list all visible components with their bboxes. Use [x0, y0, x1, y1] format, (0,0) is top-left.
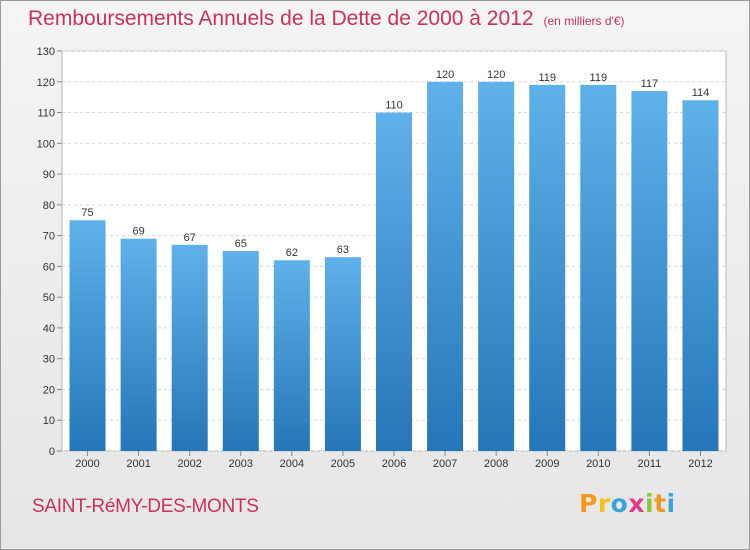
- logo-letter: o: [610, 489, 629, 518]
- x-tick-label: 2011: [638, 458, 662, 470]
- y-tick-label: 10: [43, 415, 55, 427]
- y-tick-label: 70: [43, 231, 55, 243]
- y-tick-label: 50: [43, 292, 55, 304]
- data-label-2010: 119: [590, 72, 608, 84]
- x-tick-label: 2000: [75, 458, 99, 470]
- bar-2008: [478, 81, 515, 452]
- y-tick-label: 0: [49, 446, 55, 458]
- bar-2005: [324, 257, 361, 451]
- data-label-2006: 110: [385, 100, 403, 112]
- y-tick-label: 90: [43, 169, 55, 181]
- data-label-2011: 117: [641, 78, 659, 90]
- y-tick-label: 80: [43, 200, 55, 212]
- x-tick-label: 2009: [535, 458, 559, 470]
- logo-letter: x: [628, 489, 645, 518]
- chart-unit: (en milliers d'€): [543, 14, 625, 28]
- bar-2011: [631, 91, 668, 451]
- data-label-2004: 62: [286, 247, 298, 259]
- logo-letter: P: [579, 489, 598, 518]
- bar-2002: [171, 244, 208, 451]
- y-tick-label: 20: [43, 384, 55, 396]
- data-label-2012: 114: [692, 87, 710, 99]
- chart-title: Remboursements Annuels de la Dette de 20…: [28, 7, 625, 31]
- x-tick-label: 2006: [382, 458, 406, 470]
- bar-2001: [120, 238, 157, 451]
- logo-letter: i: [666, 489, 676, 518]
- x-tick-label: 2010: [586, 458, 610, 470]
- bar-2010: [580, 84, 617, 451]
- proxiti-logo: Proxiti: [579, 489, 676, 518]
- x-tick-label: 2007: [433, 458, 457, 470]
- bar-2000: [69, 220, 106, 451]
- bar-2004: [273, 260, 310, 451]
- data-label-2005: 63: [337, 244, 349, 256]
- chart-title-text: Remboursements Annuels de la Dette de 20…: [28, 7, 534, 30]
- logo-letter: t: [654, 489, 667, 518]
- data-label-2002: 67: [184, 232, 196, 244]
- data-label-2001: 69: [132, 226, 144, 238]
- y-tick-label: 110: [37, 108, 55, 120]
- x-tick-label: 2002: [177, 458, 201, 470]
- bar-2012: [682, 100, 719, 451]
- x-tick-label: 2005: [331, 458, 355, 470]
- logo-letter: i: [645, 489, 655, 518]
- y-tick-label: 40: [43, 323, 55, 335]
- y-tick-label: 100: [37, 138, 55, 150]
- y-tick-label: 30: [43, 354, 55, 366]
- x-tick-label: 2003: [229, 458, 253, 470]
- bar-2009: [529, 84, 566, 451]
- x-tick-label: 2008: [484, 458, 508, 470]
- x-tick-label: 2001: [126, 458, 150, 470]
- data-label-2000: 75: [81, 207, 93, 219]
- data-label-2007: 120: [436, 69, 454, 81]
- x-axis: 2000 2001 2002 2003 2004 2005 2006 2007 2008 2009…: [75, 451, 713, 470]
- data-label-2009: 119: [538, 72, 556, 84]
- bar-2006: [376, 112, 412, 452]
- y-tick-label: 130: [37, 46, 55, 58]
- data-label-2003: 65: [235, 238, 247, 250]
- bar-2003: [222, 251, 259, 451]
- x-tick-label: 2012: [688, 458, 712, 470]
- y-tick-label: 60: [43, 261, 55, 273]
- bars: 75 69 67 65 62 63 110 120 120 119 119 117 114: [69, 69, 719, 452]
- commune-name: SAINT-RéMY-DES-MONTS: [32, 496, 259, 517]
- data-label-2008: 120: [487, 69, 505, 81]
- y-tick-label: 120: [37, 77, 55, 89]
- bar-2007: [427, 81, 464, 452]
- logo-letter: r: [597, 489, 611, 518]
- x-tick-label: 2004: [280, 458, 304, 470]
- y-axis: 0 10 20 30 40 50 60 70 80 90 100 110 120 130: [37, 46, 62, 458]
